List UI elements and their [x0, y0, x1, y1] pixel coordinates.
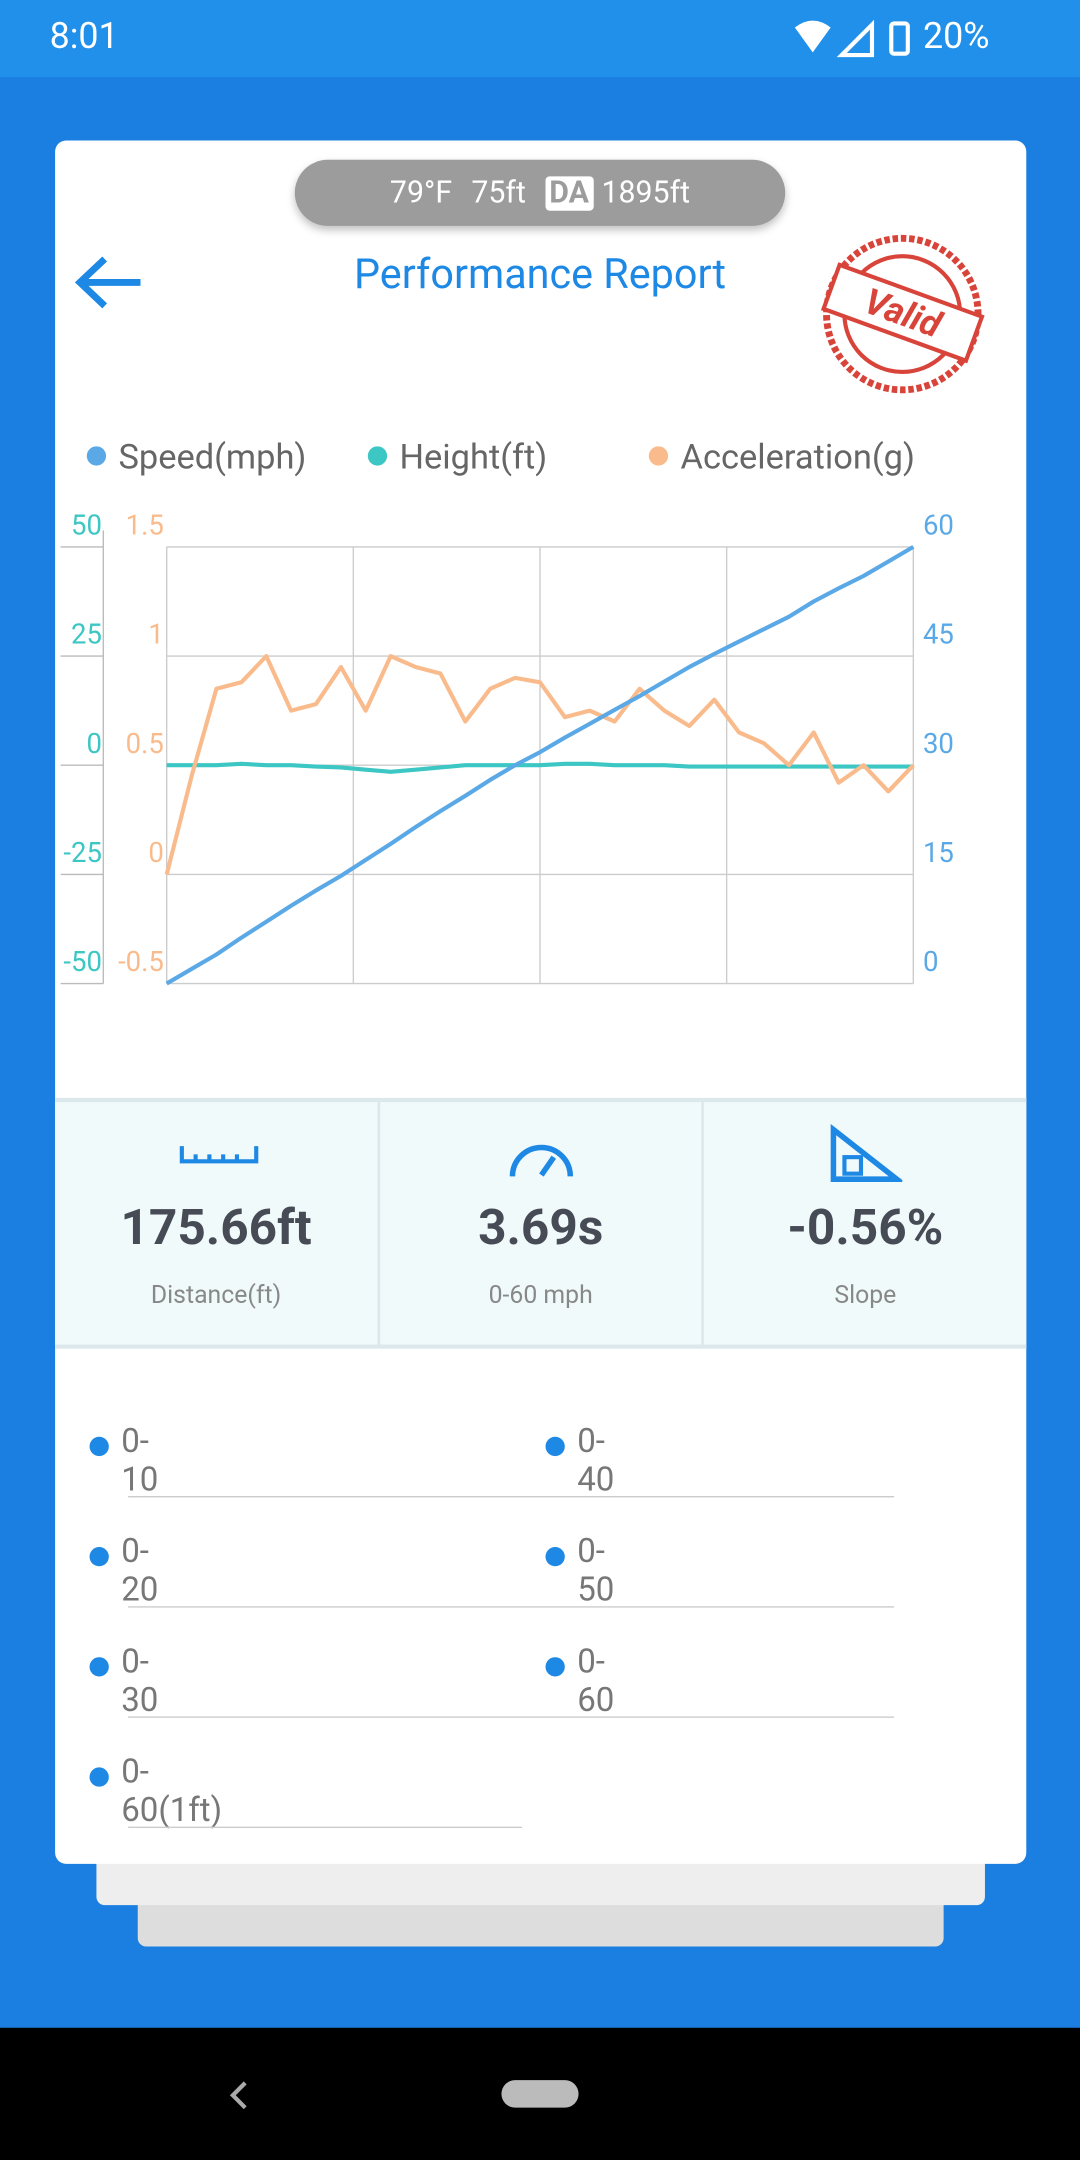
stat-label: Slope	[834, 1281, 897, 1311]
legend-label: Acceleration(g)	[681, 437, 915, 477]
y3-tick-label: -0.5	[118, 945, 164, 978]
conditions: 79°F 75ft DA 1895ft	[294, 159, 786, 226]
valid-stamp: Valid	[820, 234, 985, 394]
y2-tick-label: 0	[923, 945, 938, 978]
stat: 175.66ft Distance(ft)	[55, 1102, 380, 1345]
signal-icons	[794, 19, 910, 58]
series-line	[164, 654, 915, 875]
separator	[128, 1606, 895, 1608]
stat-value: 175.66ft	[120, 1198, 312, 1257]
split-dot	[545, 1546, 565, 1567]
y2-tick-label: 30	[923, 727, 954, 760]
legend-label: Height(ft)	[399, 437, 547, 477]
legend-dot	[86, 446, 107, 466]
density-altitude: 1895ft	[601, 175, 691, 211]
battery: 20%	[922, 16, 990, 58]
split-dot	[89, 1546, 109, 1567]
gauge-icon	[509, 1144, 573, 1177]
ruler-icon	[179, 1146, 259, 1164]
stat-value: -0.56%	[787, 1198, 944, 1257]
split-label: 0-60(1ft)	[121, 1752, 223, 1830]
split-dot	[89, 1436, 109, 1457]
report-card	[55, 140, 1027, 1864]
back-button[interactable]	[72, 251, 149, 314]
y2-tick-label: 15	[923, 836, 954, 869]
stats-panel: 175.66ft Distance(ft) 3.69s 0-60 mph -0.56…	[55, 1097, 1027, 1349]
y-tick-label: 25	[71, 618, 102, 651]
y2-tick-label: 45	[923, 618, 954, 651]
stat-value: 3.69s	[478, 1198, 604, 1257]
y2-tick-label: 60	[923, 508, 954, 541]
clock: 8:01	[49, 16, 119, 58]
split-dot	[545, 1436, 565, 1457]
stat-label: Distance(ft)	[150, 1281, 282, 1311]
page-title: Performance Report	[353, 250, 726, 299]
split-label: 0-60	[577, 1642, 615, 1720]
split-label: 0-40	[577, 1421, 615, 1499]
y3-tick-label: 0	[148, 836, 163, 869]
separator	[128, 1716, 895, 1718]
series-line	[165, 545, 915, 986]
split-label: 0-30	[121, 1642, 159, 1720]
y-tick-label: 50	[71, 508, 102, 541]
temperature: 79°F	[389, 175, 453, 211]
y-tick-label: -50	[63, 945, 102, 978]
split-label: 0-50	[577, 1531, 615, 1609]
stat: -0.56% Slope	[704, 1102, 1026, 1344]
y3-tick-label: 1	[148, 618, 163, 651]
legend-dot	[648, 446, 669, 466]
legend-dot	[367, 446, 388, 466]
split-dot	[89, 1657, 109, 1677]
nav-back[interactable]	[220, 2075, 261, 2116]
status-bar: 8:01 20%	[0, 0, 1080, 78]
stat: 3.69s 0-60 mph	[380, 1102, 705, 1345]
y3-tick-label: 0.5	[126, 727, 164, 760]
slope-icon	[831, 1124, 903, 1182]
da-badge: DA	[545, 175, 594, 211]
split-label: 0-20	[121, 1531, 159, 1609]
altitude: 75ft	[471, 175, 526, 211]
separator	[128, 1826, 523, 1829]
split-dot	[545, 1657, 565, 1677]
split-label: 0-10	[121, 1421, 159, 1499]
nav-bar	[0, 2027, 1080, 2160]
nav-home[interactable]	[501, 2080, 579, 2108]
y-tick-label: -25	[63, 836, 102, 869]
chart: -50 -25 0 25 50 -0.5 0 0.5 1 1.5 0 15 30 45 60 Speed(mp…	[60, 437, 954, 986]
stat-label: 0-60 mph	[488, 1281, 593, 1311]
y-tick-label: 0	[86, 727, 101, 760]
split-dot	[89, 1767, 109, 1787]
y3-tick-label: 1.5	[126, 508, 164, 541]
legend-label: Speed(mph)	[118, 437, 306, 477]
separator	[128, 1496, 895, 1498]
